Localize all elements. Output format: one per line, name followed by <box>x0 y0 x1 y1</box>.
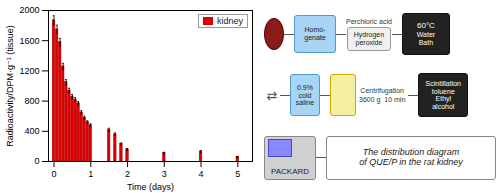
svg-text:800: 800 <box>24 96 39 106</box>
svg-text:Time (days): Time (days) <box>127 182 174 192</box>
svg-text:1200: 1200 <box>19 66 39 76</box>
html-text:Homo- genate: Homo- genate <box>304 26 326 42</box>
html-text:PACKARD: PACKARD <box>271 167 309 176</box>
svg-text:5: 5 <box>235 169 240 179</box>
html-text:alcohol: alcohol <box>432 103 455 111</box>
html-text:60°C: 60°C <box>417 21 435 31</box>
html-text:The distribution diagram of QU: The distribution diagram of QUE/P in the… <box>359 146 463 167</box>
svg-text:400: 400 <box>24 126 39 136</box>
html-text:Ethyl: Ethyl <box>435 95 452 103</box>
html-text:Scintillation: Scintillation <box>425 80 461 88</box>
svg-text:2000: 2000 <box>19 5 39 15</box>
html-text:0.9% cold saline: 0.9% cold saline <box>295 84 315 107</box>
svg-text:0: 0 <box>34 156 39 166</box>
svg-text:2: 2 <box>125 169 130 179</box>
html-text:kidney: kidney <box>217 16 243 26</box>
svg-text:3: 3 <box>162 169 167 179</box>
html-text:Centrifugation: Centrifugation <box>360 87 404 95</box>
html-text:3600 g 10 min: 3600 g 10 min <box>359 96 406 104</box>
html-text:Water Bath: Water Bath <box>416 30 436 46</box>
html-text:Perchloric acid: Perchloric acid <box>346 17 392 25</box>
svg-text:1600: 1600 <box>19 36 39 46</box>
svg-text:0: 0 <box>52 169 57 179</box>
html-text:Hydrogen peroxide: Hydrogen peroxide <box>353 31 385 46</box>
svg-text:Radioactivity/DPM·g⁻¹ (tissue): Radioactivity/DPM·g⁻¹ (tissue) <box>5 25 15 146</box>
html-text:toluene: toluene <box>431 87 455 95</box>
svg-text:1: 1 <box>88 169 93 179</box>
svg-text:4: 4 <box>199 169 204 179</box>
